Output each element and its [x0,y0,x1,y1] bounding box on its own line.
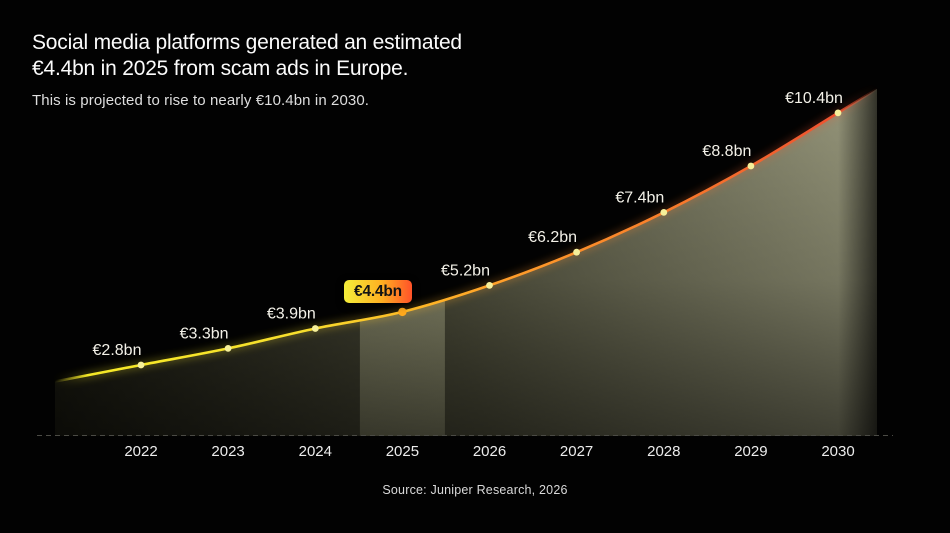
area-right-fade [815,89,877,436]
source-caption: Source: Juniper Research, 2026 [382,483,568,497]
data-point-2030 [834,109,842,117]
x-axis-label-2022: 2022 [124,443,157,460]
x-axis-label-2029: 2029 [734,443,767,460]
data-point-2022 [137,361,145,369]
value-label-2026: €5.2bn [441,262,490,279]
page-title-line1: Social media platforms generated an esti… [32,31,462,54]
x-axis-label-2023: 2023 [211,443,244,460]
area-bottom-fade [55,89,877,436]
data-point-2028 [660,209,668,216]
value-label-2027: €6.2bn [528,229,577,246]
highlight-value-badge: €4.4bn [344,280,412,303]
x-axis-label-2024: 2024 [299,443,332,460]
page-title-line2: €4.4bn in 2025 from scam ads in Europe. [32,57,409,80]
value-label-2024: €3.9bn [267,306,316,323]
x-axis-label-2028: 2028 [647,443,680,460]
data-point-2023 [224,345,232,352]
data-point-2025 [398,307,407,317]
value-label-2023: €3.3bn [180,325,229,342]
data-point-2029 [747,162,755,170]
x-axis-label-2030: 2030 [821,443,854,460]
value-label-2022: €2.8bn [93,342,142,359]
value-label-2030: €10.4bn [785,90,843,107]
value-label-2029: €8.8bn [702,143,751,160]
value-label-2028: €7.4bn [615,189,664,206]
data-point-2027 [573,248,580,256]
x-axis-label-2027: 2027 [560,443,593,460]
data-point-2024 [311,325,319,332]
page-subtitle: This is projected to rise to nearly €10.… [32,92,370,109]
value-labels: €2.8bn €3.3bn €3.9bn €5.2bn €6.2bn €7.4bn €8.8… [93,90,843,359]
data-point-2026 [486,282,493,289]
page-title: Social media platforms generated an esti… [32,30,462,82]
highlight-band-2025 [359,89,445,436]
x-axis-labels: 2022 2023 2024 2025 2026 2027 2028 2029 2030 [124,443,854,460]
x-axis-label-2026: 2026 [473,443,506,460]
data-points [137,109,842,369]
x-axis-label-2025: 2025 [386,443,419,460]
